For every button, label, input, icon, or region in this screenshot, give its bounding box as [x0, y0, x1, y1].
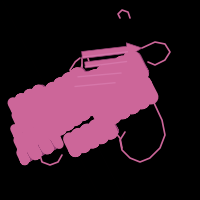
- Polygon shape: [82, 43, 142, 58]
- Polygon shape: [85, 54, 140, 68]
- Polygon shape: [78, 65, 135, 78]
- Polygon shape: [75, 76, 128, 87]
